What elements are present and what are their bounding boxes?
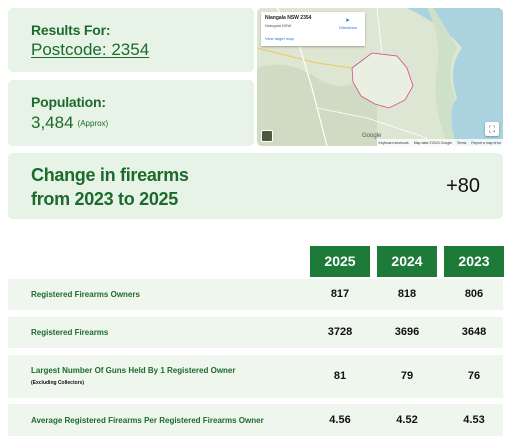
change-card: Change in firearms from 2023 to 2025 +80 [8, 153, 503, 219]
row-value-2023: 76 [467, 370, 481, 382]
row-value-2025: 4.56 [329, 414, 351, 426]
map-place-subtitle: Niangala NSW [265, 23, 292, 28]
table-row: Largest Number Of Guns Held By 1 Registe… [8, 355, 503, 398]
map-canvas [257, 8, 503, 146]
directions-link[interactable]: Directions [339, 25, 357, 30]
map-place-name: Niangala NSW 2354 [265, 15, 312, 21]
table-row: Registered Firearms Owners 817 818 806 [8, 279, 503, 310]
row-sublabel: (Excluding Collectors) [31, 380, 85, 386]
row-value-2025: 81 [333, 370, 347, 382]
population-card: Population: 3,484 (Approx) [8, 80, 254, 146]
results-label: Results For: [31, 22, 111, 38]
map-embed[interactable]: Niangala NSW 2354 Niangala NSW View larg… [257, 8, 503, 146]
change-title: Change in firearms from 2023 to 2025 [31, 163, 189, 211]
change-title-line1: Change in firearms [31, 165, 189, 185]
row-value-2023: 806 [464, 288, 484, 300]
table-row: Average Registered Firearms Per Register… [8, 404, 503, 436]
map-info-card: Niangala NSW 2354 Niangala NSW View larg… [261, 12, 365, 46]
directions-icon[interactable]: ➤ [345, 18, 351, 24]
table-row: Registered Firearms 3728 3696 3648 [8, 317, 503, 348]
fullscreen-icon[interactable]: ⛶ [485, 122, 499, 136]
map-footer: Keyboard shortcuts Map data ©2023 Google… [376, 139, 503, 146]
change-title-line2: from 2023 to 2025 [31, 189, 178, 209]
satellite-toggle[interactable] [261, 130, 273, 142]
row-label: Registered Firearms Owners [31, 290, 140, 299]
row-value-2023: 4.53 [463, 414, 485, 426]
year-header-2023: 2023 [444, 246, 504, 277]
row-value-2025: 817 [330, 288, 350, 300]
year-header-2024: 2024 [377, 246, 437, 277]
results-card: Results For: Postcode: 2354 [8, 8, 254, 72]
postcode-link[interactable]: Postcode: 2354 [31, 40, 150, 59]
population-value: 3,484 [31, 113, 74, 132]
row-value-2024: 4.52 [396, 414, 418, 426]
terms-link[interactable]: Terms [456, 140, 467, 145]
row-label: Largest Number Of Guns Held By 1 Registe… [31, 366, 236, 375]
map-data-attribution: Map data ©2023 Google [413, 140, 452, 145]
population-approx-note: (Approx) [77, 119, 109, 128]
google-logo: Google [362, 133, 382, 139]
row-label: Average Registered Firearms Per Register… [31, 416, 264, 425]
population-value-wrap: 3,484 (Approx) [31, 113, 108, 133]
row-value-2024: 818 [397, 288, 417, 300]
year-header-2025: 2025 [310, 246, 370, 277]
keyboard-shortcuts-link[interactable]: Keyboard shortcuts [378, 140, 409, 145]
report-map-error-link[interactable]: Report a map error [471, 140, 501, 145]
population-label: Population: [31, 94, 106, 110]
view-larger-map-link[interactable]: View larger map [265, 36, 294, 41]
row-value-2024: 79 [400, 370, 414, 382]
row-value-2025: 3728 [327, 326, 353, 338]
row-value-2023: 3648 [461, 326, 487, 338]
change-delta: +80 [446, 175, 480, 197]
row-label: Registered Firearms [31, 328, 109, 337]
row-value-2024: 3696 [394, 326, 420, 338]
